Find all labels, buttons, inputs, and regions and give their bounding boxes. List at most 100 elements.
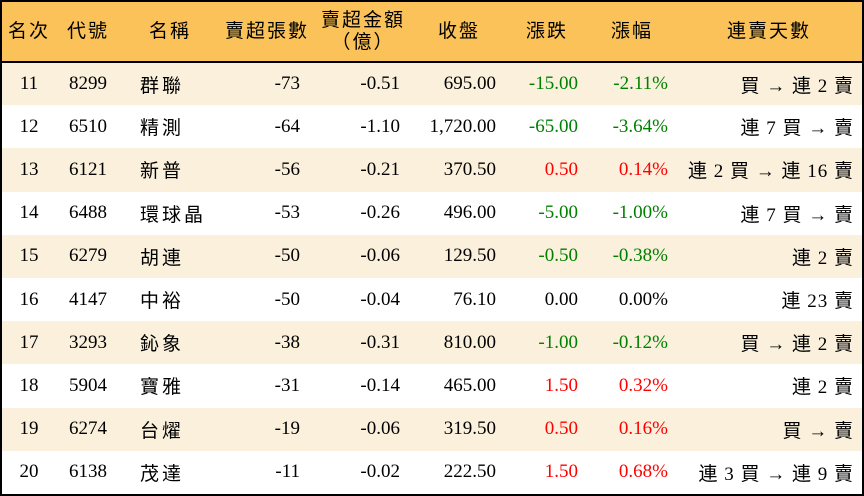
cell-close: 465.00 — [443, 374, 496, 396]
cell-sell-volume: -56 — [274, 158, 300, 180]
header-close: 收盤 — [437, 20, 480, 42]
cell-streak: 連 2 賣 — [791, 247, 854, 269]
cell-sell-amount: -0.26 — [360, 202, 400, 224]
cell-change: -1.00 — [538, 331, 578, 353]
header-rank: 名次 — [7, 20, 50, 42]
cell-name: 中裕 — [140, 291, 185, 313]
header-row: 名次 代號 名稱 賣超張數 賣超金額 （億） 收盤 漲跌 漲幅 連賣天數 — [2, 2, 862, 62]
cell-close: 222.50 — [443, 461, 496, 483]
cell-sell-amount: -0.06 — [360, 418, 400, 440]
cell-change-pct: 0.16% — [618, 418, 668, 440]
cell-sell-volume: -64 — [274, 115, 300, 137]
table-row[interactable]: 17 3293 鈊象 -38 -0.31 810.00 -1.00 -0.12%… — [2, 321, 862, 365]
cell-sell-amount: -0.06 — [360, 245, 400, 267]
cell-name: 台燿 — [140, 420, 185, 442]
table-row[interactable]: 15 6279 胡連 -50 -0.06 129.50 -0.50 -0.38%… — [2, 234, 862, 278]
cell-streak: 連 7 買 → 賣 — [740, 204, 854, 226]
cell-change: -5.00 — [538, 202, 578, 224]
cell-sell-volume: -31 — [274, 374, 300, 396]
cell-code: 6279 — [69, 245, 107, 267]
cell-rank: 12 — [19, 115, 39, 137]
cell-close: 695.00 — [443, 73, 496, 95]
cell-sell-amount: -0.31 — [360, 331, 400, 353]
header-change-pct: 漲幅 — [610, 20, 653, 42]
cell-code: 8299 — [69, 73, 107, 95]
cell-close: 810.00 — [443, 331, 496, 353]
cell-close: 1,720.00 — [429, 115, 497, 137]
cell-code: 5904 — [69, 374, 107, 396]
cell-change-pct: 0.14% — [618, 158, 668, 180]
cell-name: 茂達 — [140, 463, 185, 485]
cell-name: 寶雅 — [140, 377, 185, 399]
table-row[interactable]: 11 8299 群聯 -73 -0.51 695.00 -15.00 -2.11… — [2, 62, 862, 106]
cell-close: 370.50 — [443, 158, 496, 180]
cell-streak: 買 → 賣 — [782, 420, 854, 442]
cell-rank: 17 — [19, 331, 39, 353]
header-code: 代號 — [66, 20, 109, 42]
cell-code: 6138 — [69, 461, 107, 483]
cell-name: 新普 — [140, 161, 185, 183]
cell-change: 1.50 — [544, 461, 578, 483]
cell-close: 129.50 — [443, 245, 496, 267]
header-sell-amount-line2: （億） — [331, 31, 395, 53]
cell-code: 4147 — [69, 288, 107, 310]
cell-name: 群聯 — [140, 75, 185, 97]
table-row[interactable]: 16 4147 中裕 -50 -0.04 76.10 0.00 0.00% 連 … — [2, 277, 862, 322]
header-sell-volume: 賣超張數 — [224, 20, 309, 42]
cell-sell-volume: -50 — [274, 288, 300, 310]
cell-code: 6274 — [69, 418, 107, 440]
table-row[interactable]: 19 6274 台燿 -19 -0.06 319.50 0.50 0.16% 買… — [2, 407, 862, 451]
header-sell-amount-line1: 賣超金額 — [320, 9, 405, 31]
cell-streak: 連 2 賣 — [791, 377, 854, 399]
table-row[interactable]: 18 5904 寶雅 -31 -0.14 465.00 1.50 0.32% 連… — [2, 364, 862, 408]
cell-close: 76.10 — [453, 288, 496, 310]
cell-sell-amount: -0.04 — [360, 288, 400, 310]
table-row[interactable]: 14 6488 環球晶 -53 -0.26 496.00 -5.00 -1.00… — [2, 191, 862, 235]
cell-change-pct: 0.68% — [618, 461, 668, 483]
cell-rank: 11 — [19, 73, 39, 95]
cell-change: 0.50 — [544, 418, 578, 440]
cell-streak: 買 → 連 2 賣 — [740, 75, 854, 97]
cell-sell-amount: -0.51 — [360, 73, 400, 95]
cell-code: 6510 — [69, 115, 107, 137]
cell-name: 精測 — [140, 118, 185, 140]
cell-name: 胡連 — [140, 247, 185, 269]
table-row[interactable]: 20 6138 茂達 -11 -0.02 222.50 1.50 0.68% 連… — [2, 450, 862, 494]
cell-sell-volume: -19 — [274, 418, 300, 440]
table-header: 名次 代號 名稱 賣超張數 賣超金額 （億） 收盤 漲跌 漲幅 連賣天數 — [2, 2, 862, 62]
cell-close: 496.00 — [443, 202, 496, 224]
cell-rank: 16 — [19, 288, 39, 310]
cell-rank: 14 — [19, 202, 39, 224]
cell-change-pct: 0.32% — [618, 374, 668, 396]
table-row[interactable]: 12 6510 精測 -64 -1.10 1,720.00 -65.00 -3.… — [2, 105, 862, 149]
cell-change: -65.00 — [528, 115, 578, 137]
header-sell-amount: 賣超金額 （億） — [314, 2, 412, 62]
cell-name: 環球晶 — [140, 204, 207, 226]
cell-change-pct: -0.38% — [612, 245, 668, 267]
cell-rank: 20 — [19, 461, 39, 483]
cell-sell-amount: -1.10 — [360, 115, 400, 137]
header-streak: 連賣天數 — [726, 20, 811, 42]
cell-sell-volume: -73 — [274, 73, 300, 95]
cell-sell-volume: -11 — [275, 461, 300, 483]
header-change: 漲跌 — [525, 20, 568, 42]
cell-rank: 19 — [19, 418, 39, 440]
cell-sell-amount: -0.21 — [360, 158, 400, 180]
cell-sell-volume: -38 — [274, 331, 300, 353]
cell-rank: 13 — [19, 158, 39, 180]
cell-sell-volume: -53 — [274, 202, 300, 224]
cell-streak: 連 23 賣 — [781, 291, 854, 313]
cell-change: 0.00 — [544, 288, 578, 310]
cell-change-pct: -3.64% — [612, 115, 668, 137]
cell-streak: 連 7 買 → 賣 — [740, 118, 854, 140]
cell-sell-volume: -50 — [274, 245, 300, 267]
cell-close: 319.50 — [443, 418, 496, 440]
cell-sell-amount: -0.14 — [360, 374, 400, 396]
table-row[interactable]: 13 6121 新普 -56 -0.21 370.50 0.50 0.14% 連… — [2, 148, 862, 192]
cell-rank: 15 — [19, 245, 39, 267]
cell-streak: 連 2 買 → 連 16 賣 — [687, 161, 854, 183]
cell-change: 0.50 — [544, 158, 578, 180]
cell-rank: 18 — [19, 374, 39, 396]
